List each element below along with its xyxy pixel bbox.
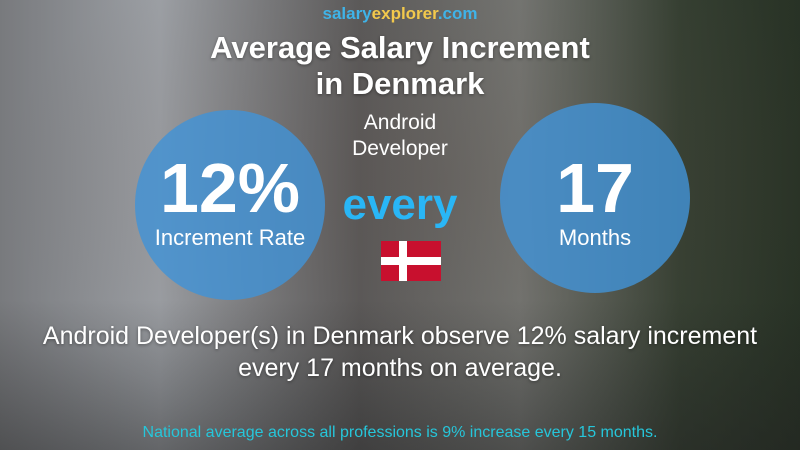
job-line-2: Developer	[352, 137, 448, 160]
logo-salary: salary	[322, 4, 372, 23]
logo-com: .com	[437, 4, 478, 23]
title-line-1: Average Salary Increment	[210, 30, 590, 65]
job-line-1: Android	[363, 111, 437, 134]
job-title: Android Developer	[0, 110, 800, 162]
denmark-flag-icon	[381, 241, 441, 281]
page-title: Average Salary Increment in Denmark	[0, 30, 800, 102]
national-average-text: National average across all professions …	[142, 424, 658, 441]
background-overlay	[0, 300, 800, 450]
increment-rate-circle: 12% Increment Rate	[135, 110, 325, 300]
every-label: every	[342, 180, 458, 229]
months-label: Months	[558, 225, 632, 250]
increment-rate-label: Increment Rate	[154, 225, 306, 250]
summary-text: Android Developer(s) in Denmark observe …	[42, 322, 758, 382]
logo[interactable]: salaryexplorer.com	[0, 4, 800, 24]
logo-explorer: explorer	[371, 4, 438, 23]
increment-rate-value: 12%	[159, 149, 301, 227]
months-value: 17	[556, 149, 634, 227]
months-circle: 17 Months	[500, 103, 690, 293]
title-line-2: in Denmark	[315, 66, 485, 101]
